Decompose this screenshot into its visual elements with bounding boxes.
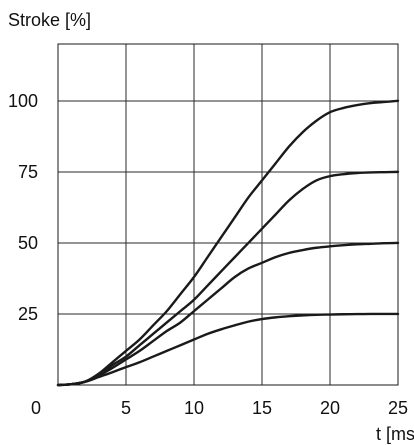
series-layer	[56, 99, 400, 387]
y-tick-label: 100	[8, 91, 38, 111]
y-axis-label: Stroke [%]	[8, 10, 91, 30]
series-line-4	[56, 312, 400, 387]
series-line-1	[56, 99, 400, 387]
plot-frame	[57, 43, 399, 386]
y-tick-label: 75	[18, 162, 38, 182]
y-tick-label: 25	[18, 304, 38, 324]
x-tick-label: 25	[388, 398, 408, 418]
series-line-2	[56, 170, 400, 387]
y-tick-label: 50	[18, 233, 38, 253]
tick-labels: 0 5 10 15 20 25 25 50 75 100	[8, 91, 408, 418]
gridlines	[58, 44, 398, 385]
x-tick-label: 0	[31, 398, 41, 418]
x-tick-label: 5	[121, 398, 131, 418]
series-line-3	[56, 241, 400, 387]
x-axis-label: t [ms]	[376, 424, 414, 444]
x-tick-label: 20	[320, 398, 340, 418]
x-tick-label: 15	[252, 398, 272, 418]
x-tick-label: 10	[184, 398, 204, 418]
